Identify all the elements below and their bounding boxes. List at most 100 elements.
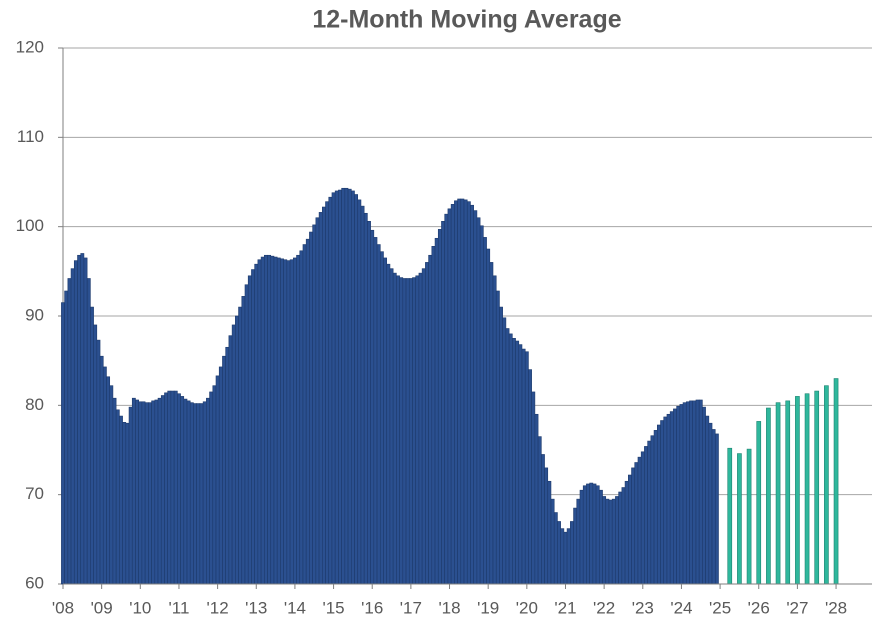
bar bbox=[154, 399, 159, 585]
bar bbox=[222, 355, 226, 585]
bar bbox=[814, 390, 820, 585]
bar bbox=[228, 335, 233, 585]
bar bbox=[96, 339, 101, 585]
bar bbox=[528, 369, 532, 585]
bar bbox=[193, 403, 197, 585]
bar bbox=[373, 237, 378, 585]
x-tick-label: '14 bbox=[284, 598, 306, 617]
bar bbox=[534, 413, 539, 585]
bar bbox=[199, 403, 204, 585]
bar bbox=[338, 189, 342, 585]
bar bbox=[257, 259, 262, 585]
bar bbox=[421, 268, 426, 585]
bar bbox=[544, 467, 549, 585]
bar bbox=[322, 206, 326, 585]
bar bbox=[80, 253, 85, 585]
bar bbox=[309, 231, 313, 585]
bar bbox=[634, 462, 639, 585]
bar bbox=[466, 201, 471, 585]
bar bbox=[666, 413, 671, 585]
bar bbox=[367, 221, 371, 585]
bar bbox=[746, 448, 752, 585]
bar bbox=[180, 396, 185, 585]
bar bbox=[276, 257, 281, 585]
bar bbox=[682, 402, 687, 585]
x-tick-label: '28 bbox=[825, 598, 847, 617]
bar bbox=[476, 217, 481, 585]
bar bbox=[512, 338, 516, 585]
bar bbox=[621, 487, 626, 585]
bar bbox=[804, 393, 810, 585]
bar bbox=[463, 199, 468, 585]
y-tick-label: 110 bbox=[17, 127, 44, 146]
bar bbox=[676, 405, 681, 585]
bar bbox=[795, 396, 800, 585]
bar bbox=[553, 512, 558, 585]
bar bbox=[61, 302, 65, 585]
bar bbox=[714, 433, 719, 585]
bar bbox=[270, 255, 275, 585]
bar bbox=[293, 257, 297, 585]
bar bbox=[183, 398, 188, 585]
bar bbox=[502, 317, 507, 585]
bar bbox=[708, 422, 713, 585]
bar bbox=[618, 491, 623, 585]
bar bbox=[386, 263, 391, 585]
bar bbox=[524, 351, 529, 585]
bar bbox=[415, 275, 420, 585]
bar bbox=[392, 272, 397, 585]
bar bbox=[141, 401, 146, 585]
bar bbox=[164, 392, 168, 585]
bar bbox=[470, 204, 474, 585]
bar bbox=[592, 483, 597, 585]
bar bbox=[376, 244, 381, 585]
bar bbox=[444, 213, 449, 585]
bar bbox=[354, 194, 359, 585]
bar bbox=[515, 340, 520, 585]
bar bbox=[454, 200, 458, 585]
bar bbox=[312, 224, 317, 585]
bar bbox=[824, 385, 829, 585]
y-tick-label: 70 bbox=[25, 484, 44, 503]
bar bbox=[206, 397, 210, 585]
bar bbox=[766, 407, 771, 585]
bar bbox=[425, 262, 429, 585]
bar bbox=[495, 290, 500, 585]
bar bbox=[624, 480, 629, 585]
bar bbox=[318, 212, 323, 585]
bar bbox=[431, 246, 436, 585]
bar bbox=[460, 198, 465, 585]
bar bbox=[537, 436, 542, 585]
bar bbox=[173, 390, 178, 585]
bar bbox=[428, 254, 433, 585]
bar bbox=[280, 258, 284, 585]
bar bbox=[112, 397, 117, 585]
bar bbox=[225, 346, 230, 585]
bar bbox=[125, 422, 130, 585]
bar bbox=[370, 229, 375, 585]
bar bbox=[86, 278, 91, 585]
bar bbox=[264, 254, 268, 585]
bar bbox=[589, 482, 594, 585]
bar bbox=[196, 403, 201, 585]
bar bbox=[260, 256, 265, 585]
x-tick-label: '13 bbox=[245, 598, 267, 617]
bar bbox=[483, 237, 487, 585]
bar bbox=[231, 324, 236, 585]
bar bbox=[557, 521, 561, 585]
bar bbox=[167, 390, 172, 585]
bar bbox=[637, 456, 642, 585]
bar bbox=[457, 198, 462, 585]
bar bbox=[447, 208, 452, 585]
x-tick-label: '18 bbox=[438, 598, 460, 617]
bar bbox=[611, 498, 616, 585]
bar bbox=[695, 399, 700, 585]
x-tick-label: '16 bbox=[361, 598, 383, 617]
bar bbox=[547, 480, 552, 585]
bar bbox=[402, 278, 407, 585]
bar bbox=[363, 212, 368, 585]
bar bbox=[241, 296, 246, 585]
bar bbox=[170, 390, 175, 585]
x-tick-label: '20 bbox=[516, 598, 538, 617]
